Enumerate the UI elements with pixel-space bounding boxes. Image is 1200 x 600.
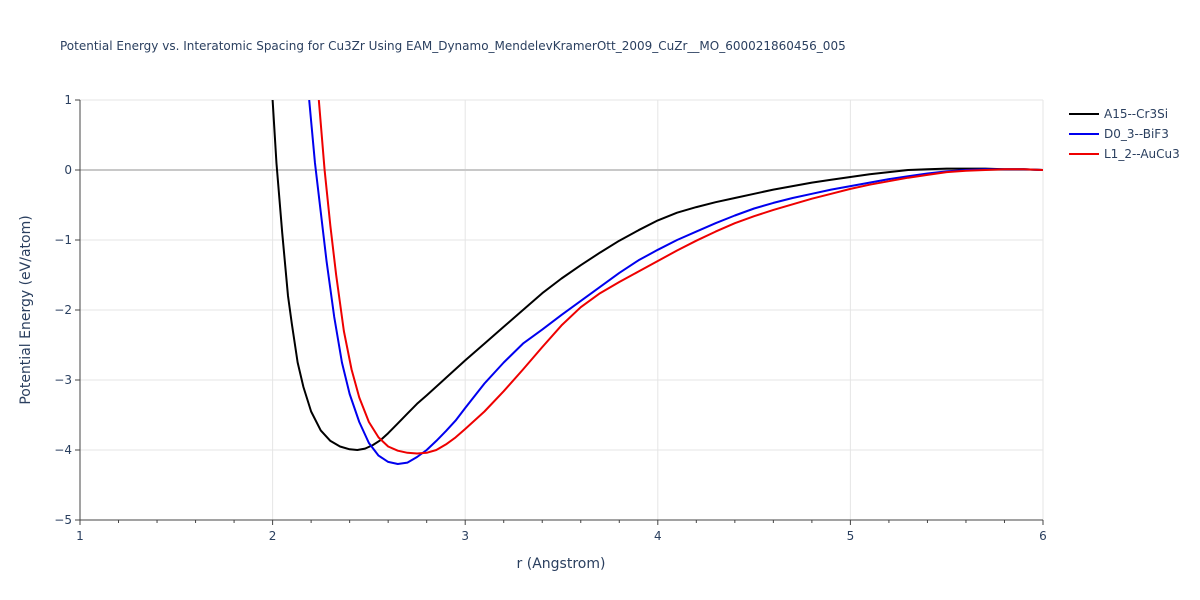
legend-item[interactable]: A15--Cr3Si — [1069, 107, 1168, 121]
y-tick-labels: 1 0 −1 −2 −3 −4 −5 — [54, 93, 72, 527]
series-line — [308, 100, 1043, 465]
y-tick-label: −2 — [54, 303, 72, 317]
legend-label: A15--Cr3Si — [1104, 107, 1168, 121]
x-tick-label: 2 — [269, 529, 277, 543]
y-tick-label: 1 — [64, 93, 72, 107]
legend-item[interactable]: D0_3--BiF3 — [1069, 127, 1169, 141]
series-line — [271, 100, 1043, 451]
y-tick-label: −1 — [54, 233, 72, 247]
legend[interactable]: A15--Cr3Si D0_3--BiF3 L1_2--AuCu3 — [1069, 107, 1180, 161]
x-tick-label: 5 — [847, 529, 855, 543]
legend-label: L1_2--AuCu3 — [1104, 147, 1180, 161]
x-tick-label: 3 — [461, 529, 469, 543]
y-tick-label: −4 — [54, 443, 72, 457]
y-gridlines — [80, 99, 1043, 521]
x-tick-labels: 1 2 3 4 5 6 — [76, 529, 1047, 543]
series-group — [271, 100, 1043, 465]
y-tick-label: −5 — [54, 513, 72, 527]
legend-label: D0_3--BiF3 — [1104, 127, 1169, 141]
x-axis-title: r (Angstrom) — [517, 556, 606, 572]
x-tick-label: 1 — [76, 529, 84, 543]
y-tick-label: −3 — [54, 373, 72, 387]
axes — [75, 99, 1044, 525]
series-line — [317, 100, 1043, 455]
y-axis-title: Potential Energy (eV/atom) — [18, 215, 34, 404]
legend-item[interactable]: L1_2--AuCu3 — [1069, 147, 1180, 161]
chart-title: Potential Energy vs. Interatomic Spacing… — [60, 39, 846, 53]
x-tick-label: 4 — [654, 529, 662, 543]
y-tick-label: 0 — [64, 163, 72, 177]
x-tick-label: 6 — [1039, 529, 1047, 543]
